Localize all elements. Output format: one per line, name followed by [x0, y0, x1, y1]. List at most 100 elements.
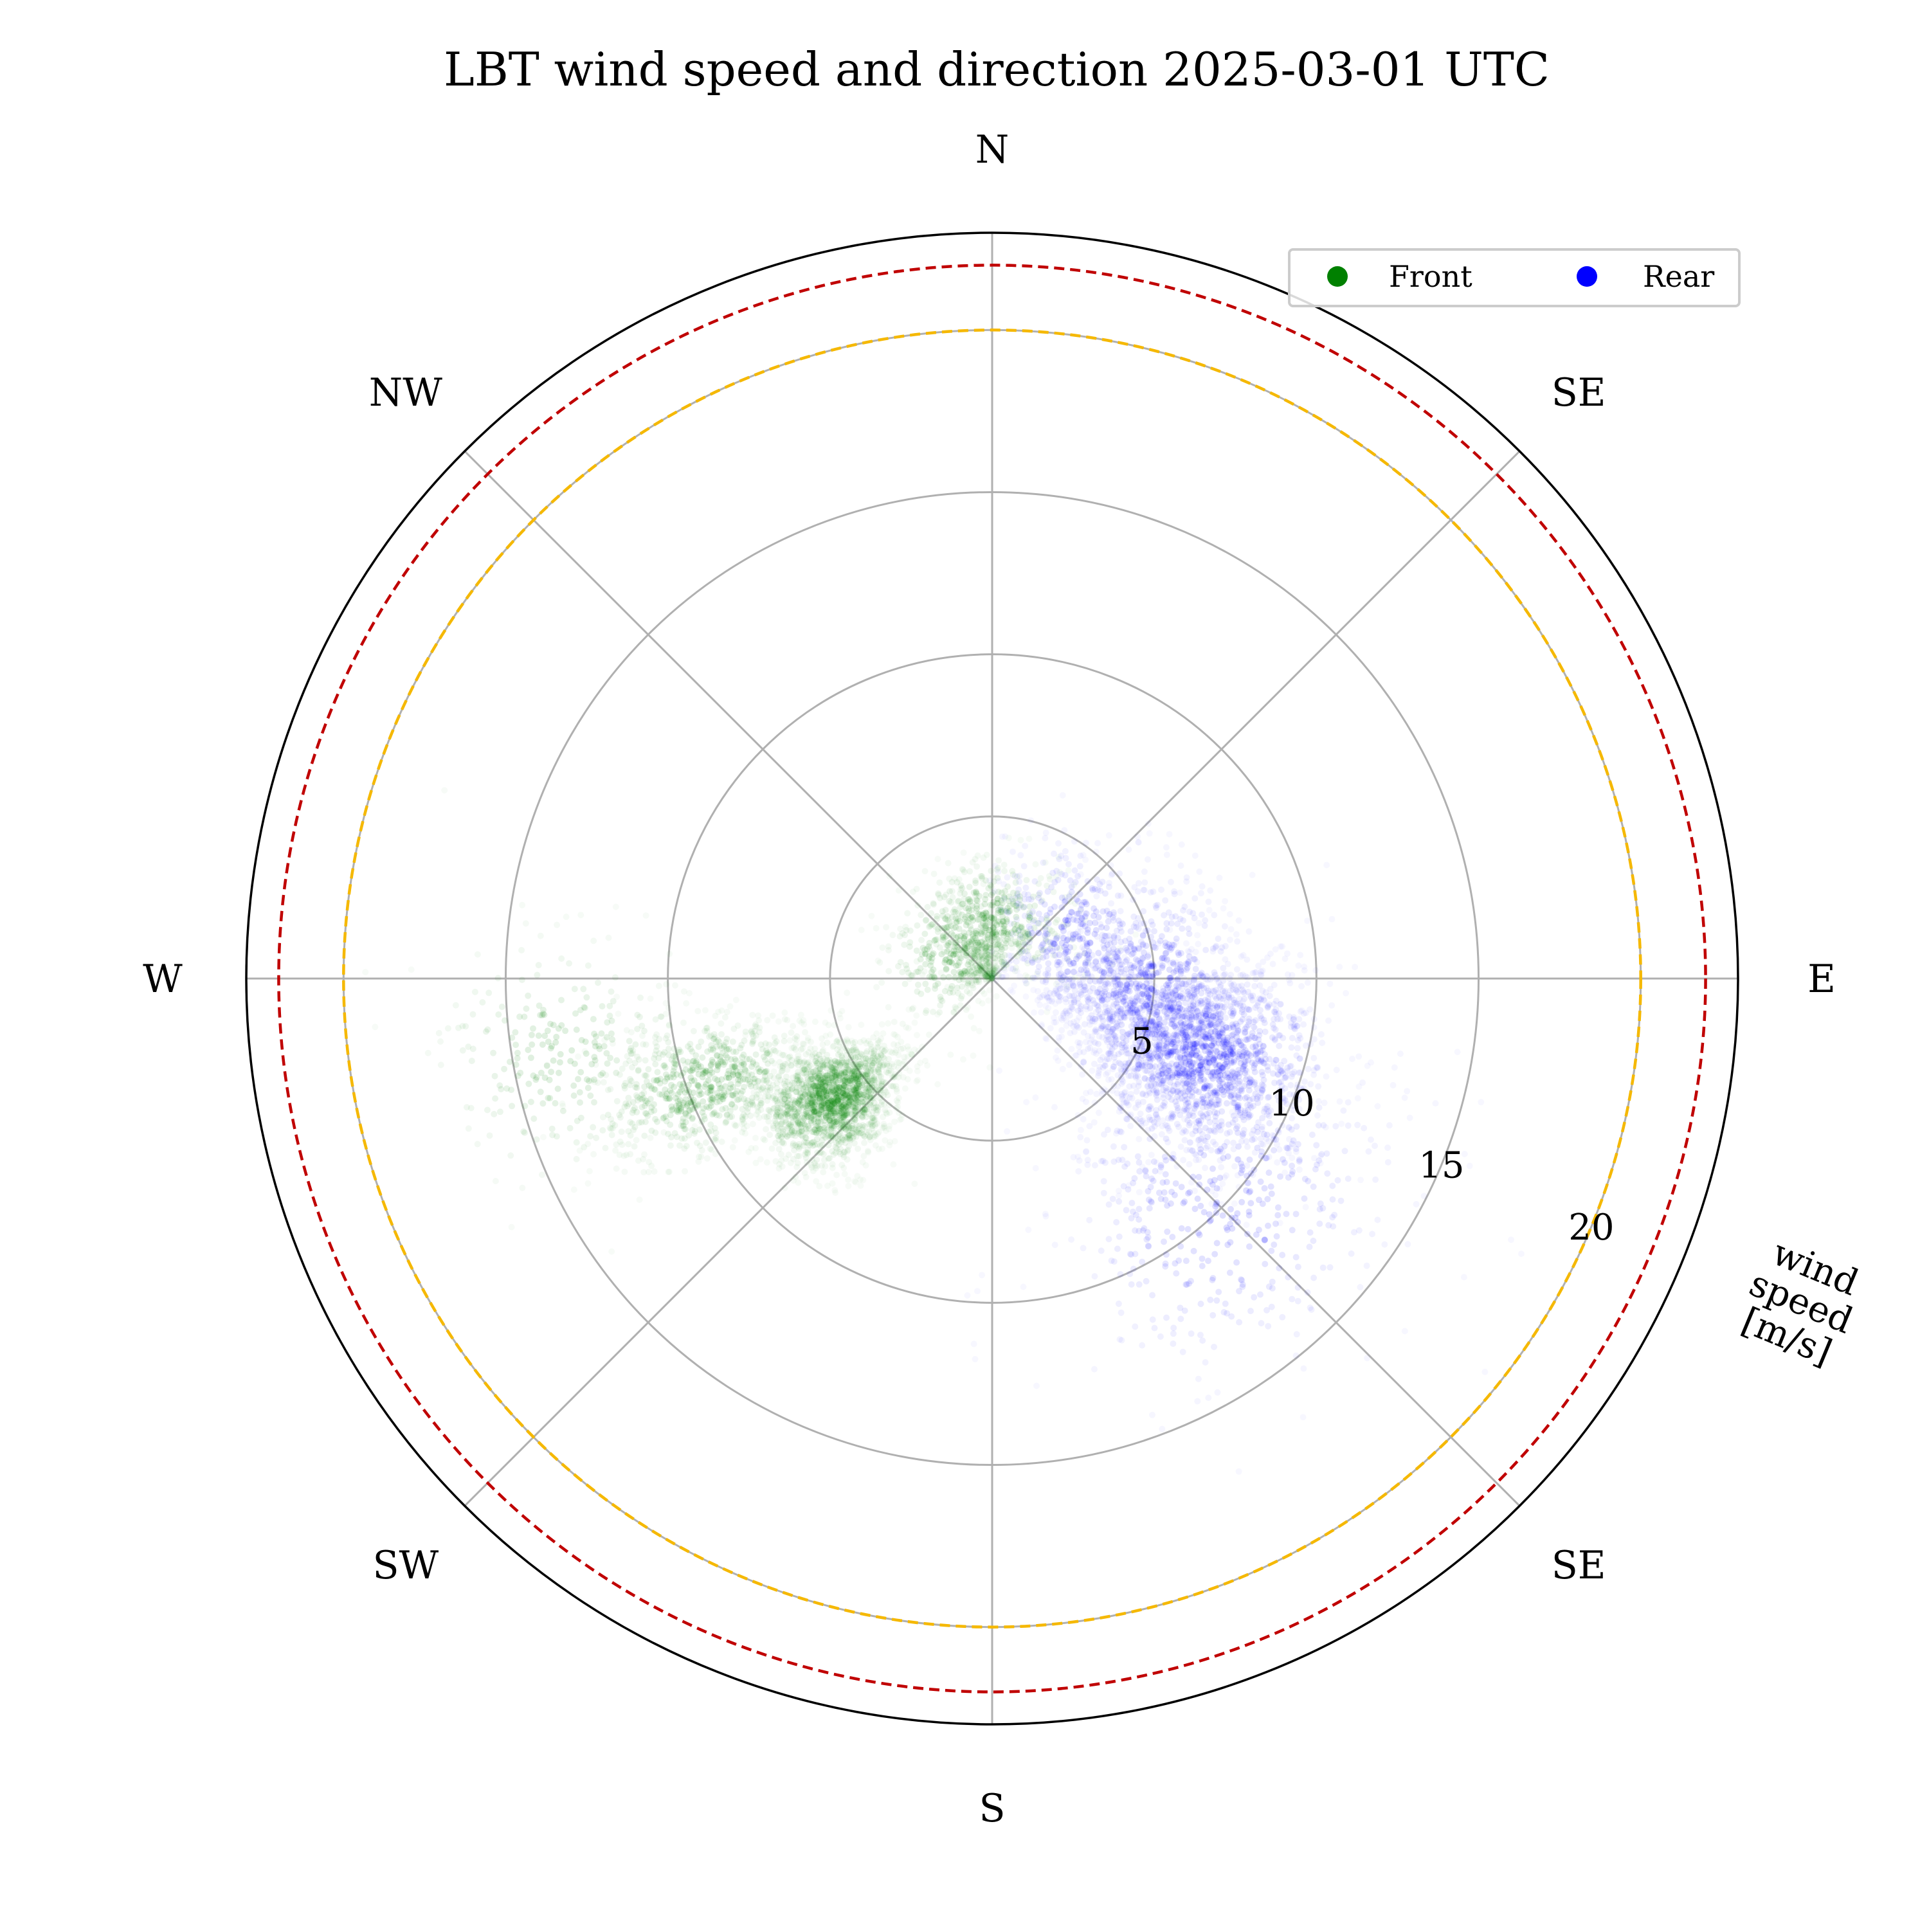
- data-point-rear-1502: [1266, 1056, 1272, 1062]
- data-point-front-923: [845, 1183, 851, 1189]
- data-point-front-2074: [673, 1071, 680, 1078]
- data-point-front-2084: [625, 1128, 631, 1135]
- data-point-front-3239: [993, 928, 1000, 935]
- data-point-front-2144: [755, 1065, 761, 1072]
- data-point-front-1484: [780, 1126, 786, 1132]
- data-point-front-2417: [641, 1028, 648, 1034]
- data-point-front-3200: [876, 959, 883, 966]
- data-point-front-2426: [503, 1085, 510, 1092]
- data-point-front-1232: [901, 1058, 908, 1065]
- data-point-front-3296: [972, 930, 979, 936]
- data-point-front-1876: [704, 1155, 711, 1162]
- data-point-front-1437: [855, 1076, 861, 1083]
- data-point-front-3093: [907, 943, 913, 950]
- data-point-front-1288: [797, 1103, 804, 1109]
- data-point-rear-1099: [1289, 1035, 1296, 1042]
- data-point-front-2339: [606, 935, 612, 941]
- data-point-front-1442: [831, 1087, 837, 1094]
- data-point-rear-459: [1310, 1055, 1317, 1061]
- data-point-front-1647: [651, 1168, 658, 1175]
- data-point-front-2109: [644, 1078, 650, 1085]
- data-point-front-2172: [689, 1049, 696, 1055]
- data-point-front-2401: [595, 1043, 602, 1049]
- data-point-rear-963: [1304, 917, 1310, 924]
- data-point-front-1261: [807, 1100, 813, 1106]
- data-point-front-1200: [844, 1157, 851, 1163]
- data-point-front-3107: [921, 931, 928, 937]
- data-point-front-2171: [613, 1166, 620, 1172]
- data-point-front-2389: [497, 1108, 503, 1115]
- data-point-front-1999: [705, 1129, 712, 1135]
- data-point-front-1392: [811, 1118, 818, 1124]
- data-point-front-3216: [983, 956, 990, 962]
- data-point-front-2158: [664, 1090, 670, 1097]
- data-point-front-1673: [699, 1054, 705, 1061]
- angular-gridline-315: [465, 451, 992, 979]
- data-point-front-3232: [919, 945, 926, 952]
- data-point-front-2053: [714, 1077, 721, 1083]
- data-point-rear-1039: [1227, 911, 1233, 917]
- data-point-front-1705: [768, 1058, 775, 1064]
- data-point-front-2826: [937, 944, 943, 951]
- data-point-front-2433: [648, 1135, 654, 1141]
- data-point-front-1220: [885, 1092, 891, 1098]
- data-point-front-2211: [530, 1025, 536, 1032]
- data-point-front-2676: [1018, 837, 1024, 844]
- data-point-front-2071: [632, 1060, 638, 1066]
- data-point-front-2309: [641, 1151, 648, 1158]
- data-point-rear-1406: [1173, 1163, 1180, 1169]
- data-point-rear-513: [1183, 1147, 1190, 1153]
- data-point-front-1419: [858, 1061, 864, 1067]
- data-point-front-1163: [791, 1147, 797, 1153]
- data-point-front-2419: [519, 902, 525, 908]
- data-point-front-963: [874, 1040, 881, 1047]
- data-point-front-1270: [764, 1159, 770, 1166]
- data-point-rear-1273: [1229, 1022, 1236, 1028]
- data-point-rear-368: [1355, 1095, 1361, 1101]
- data-point-rear-266: [1180, 1157, 1186, 1163]
- data-point-front-2320: [605, 1112, 611, 1118]
- data-point-front-3155: [968, 1013, 974, 1020]
- data-point-front-3230: [975, 998, 982, 1004]
- data-point-front-1706: [652, 1061, 658, 1067]
- data-point-front-1983: [656, 1036, 662, 1042]
- data-point-front-449: [891, 1119, 898, 1125]
- data-point-front-2332: [466, 1125, 472, 1132]
- data-point-rear-1373: [1298, 983, 1305, 989]
- data-point-rear-270: [1227, 937, 1233, 943]
- data-point-front-2050: [750, 1038, 757, 1044]
- data-point-rear-1657: [1168, 879, 1174, 885]
- data-point-front-1292: [846, 1143, 852, 1150]
- data-point-front-1382: [784, 1088, 791, 1095]
- data-point-front-3259: [943, 966, 949, 973]
- data-point-rear-80: [1233, 931, 1240, 937]
- data-point-front-3145: [907, 928, 914, 934]
- data-point-rear-1467: [1254, 1056, 1261, 1062]
- data-point-front-2262: [550, 1022, 557, 1028]
- data-point-front-3251: [914, 902, 921, 908]
- data-point-front-3286: [947, 1052, 954, 1058]
- data-point-front-1464: [849, 1130, 856, 1136]
- data-point-front-1460: [866, 1083, 873, 1089]
- data-point-front-2423: [663, 981, 669, 988]
- data-point-front-3112: [997, 919, 1003, 925]
- data-point-front-97: [911, 1180, 918, 1187]
- data-point-rear-1243: [1296, 1166, 1303, 1173]
- data-point-front-2394: [538, 1088, 544, 1095]
- data-point-front-1932: [816, 1051, 822, 1058]
- data-point-front-2160: [728, 1056, 734, 1063]
- data-point-front-2400: [509, 1224, 515, 1231]
- data-point-front-3255: [902, 980, 909, 987]
- data-point-front-2814: [930, 900, 936, 907]
- data-point-front-1490: [784, 1111, 791, 1117]
- data-point-front-1275: [812, 1071, 819, 1078]
- data-point-front-1373: [803, 1139, 810, 1146]
- data-point-front-2179: [711, 1136, 718, 1142]
- data-point-rear-1309: [1199, 1112, 1206, 1119]
- data-point-front-2039: [703, 1139, 709, 1146]
- data-point-front-2238: [436, 1030, 442, 1036]
- data-point-front-1724: [730, 1144, 736, 1150]
- data-point-front-1479: [841, 1078, 847, 1084]
- data-point-rear-1290: [1212, 1141, 1218, 1148]
- data-point-rear-1566: [1222, 898, 1228, 905]
